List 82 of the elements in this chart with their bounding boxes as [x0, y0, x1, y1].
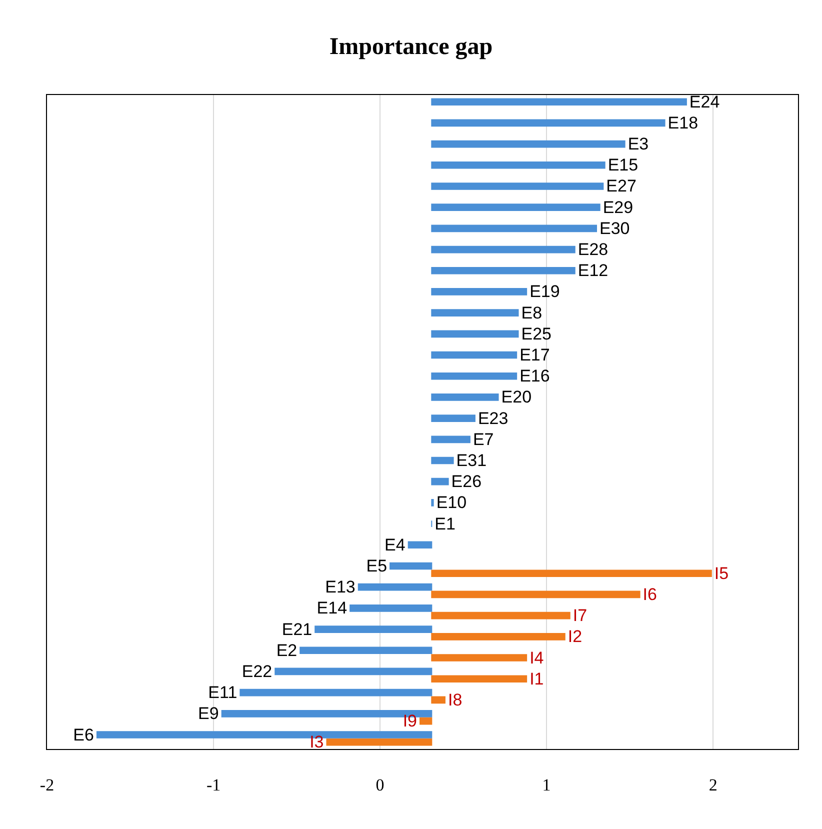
bar: [314, 626, 432, 633]
bar: [431, 633, 566, 640]
bar: [408, 541, 432, 549]
bar: [431, 696, 446, 704]
data-label: E3: [628, 134, 649, 154]
data-label: E23: [478, 408, 508, 428]
bar: [431, 590, 640, 598]
bar: [420, 717, 432, 725]
data-label: E17: [520, 346, 550, 365]
bar: [431, 675, 528, 683]
bar: [431, 266, 576, 274]
data-label: I6: [642, 584, 657, 604]
data-label: E15: [608, 156, 638, 175]
bar: [431, 224, 598, 232]
bar: [431, 330, 519, 338]
bar: [274, 668, 432, 676]
data-label: I2: [568, 627, 582, 646]
data-label: E28: [578, 240, 608, 260]
x-tick-label: 0: [376, 775, 384, 794]
x-tick-label: -1: [206, 775, 221, 794]
data-label: E27: [606, 176, 636, 196]
bar: [431, 436, 470, 444]
data-label: I7: [572, 606, 588, 626]
data-label: E10: [436, 493, 467, 512]
data-label: E31: [456, 451, 487, 470]
bar: [431, 246, 576, 254]
data-label: E7: [472, 430, 494, 449]
data-label: E25: [521, 324, 552, 344]
data-label: E12: [578, 261, 608, 280]
data-label: E9: [198, 704, 219, 724]
data-label: E16: [520, 366, 550, 386]
data-label: E4: [384, 535, 406, 554]
bar: [431, 414, 476, 422]
bar: [431, 309, 519, 316]
data-label: E13: [325, 578, 356, 597]
data-label: E1: [434, 514, 456, 534]
bar: [431, 98, 687, 106]
bar: [431, 161, 606, 169]
bar: [240, 688, 432, 696]
bar: [431, 394, 499, 401]
data-label: E11: [208, 683, 238, 702]
bar: [431, 140, 626, 148]
bar: [431, 182, 604, 190]
data-label: E19: [530, 282, 560, 302]
bar: [431, 119, 666, 127]
data-label: I5: [714, 564, 729, 583]
data-label: E30: [600, 218, 630, 238]
data-label: I1: [530, 669, 544, 688]
bar: [431, 612, 570, 620]
bar: [326, 738, 432, 746]
bar: [431, 456, 454, 464]
data-label: E22: [242, 662, 272, 681]
data-label: I4: [530, 648, 544, 668]
data-label: E8: [521, 303, 542, 322]
chart-title: Importance gap: [329, 34, 493, 60]
data-label: E26: [451, 472, 482, 492]
bar: [431, 570, 712, 578]
bar: [358, 583, 432, 591]
data-label: E2: [276, 640, 298, 660]
data-label: E20: [501, 388, 532, 407]
bar: [431, 351, 518, 359]
bar: [431, 372, 518, 380]
data-label: E21: [282, 620, 312, 639]
bar: [431, 288, 528, 296]
bar: [390, 562, 432, 570]
data-label: E5: [366, 556, 388, 576]
x-tick-label: 2: [708, 775, 718, 794]
x-tick-label: 1: [542, 775, 551, 794]
data-label: E14: [316, 598, 348, 618]
data-label: I8: [448, 690, 462, 710]
bar: [431, 654, 528, 662]
data-label: E6: [73, 725, 94, 744]
data-label: E24: [689, 92, 720, 112]
x-tick-label: -2: [40, 775, 54, 794]
data-label: E18: [668, 113, 698, 132]
bar: [431, 478, 449, 486]
bar: [350, 604, 432, 612]
data-label: E29: [602, 198, 634, 217]
bar: [431, 204, 600, 211]
data-label: I9: [402, 712, 417, 731]
bar: [300, 646, 432, 654]
data-label: I3: [310, 732, 324, 752]
